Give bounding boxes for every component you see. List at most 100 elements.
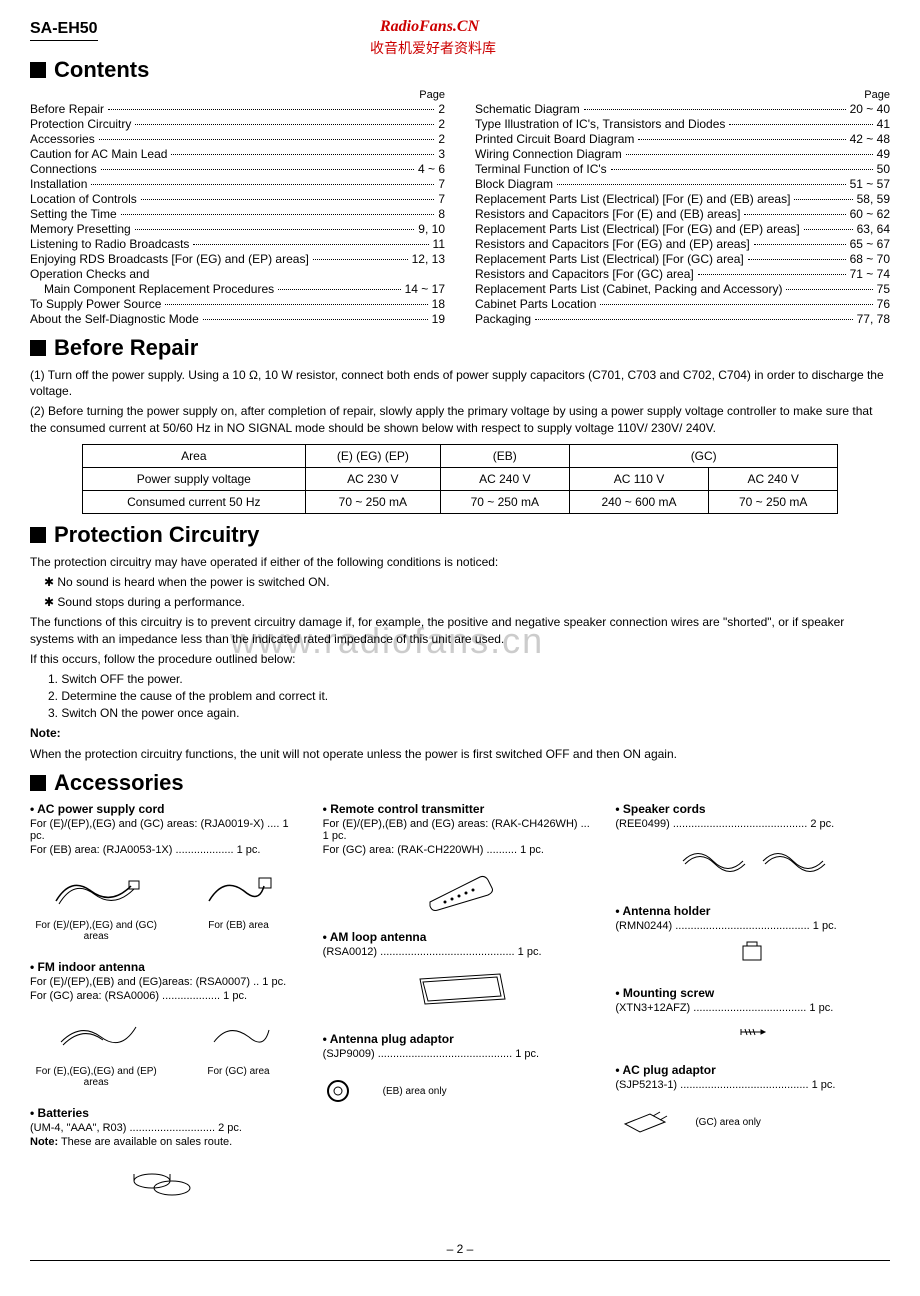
toc-row: Resistors and Capacitors [For (EG) and (… [475,237,890,251]
table-cell: AC 110 V [569,467,708,490]
toc-dots [748,259,846,260]
toc-row: Cabinet Parts Location76 [475,297,890,311]
toc-dots [278,289,401,290]
table-header: (GC) [569,444,837,467]
toc-page: 60 ~ 62 [850,207,890,221]
toc-row: Replacement Parts List (Cabinet, Packing… [475,282,890,296]
toc-row: Connections 4 ~ 6 [30,162,445,176]
toc-page: 18 [432,297,445,311]
toc-label: Resistors and Capacitors [For (E) and (E… [475,207,740,221]
toc-label: Wiring Connection Diagram [475,147,622,161]
toc-label: Replacement Parts List (Electrical) [For… [475,222,800,236]
acc-am-title: AM loop antenna [323,930,598,944]
toc-dots [91,184,434,185]
toc-label: To Supply Power Source [30,297,161,311]
acc-fm-cap2: For (GC) area [172,1066,304,1077]
toc-dots [754,244,846,245]
protection-s2: 2. Determine the cause of the problem an… [48,688,890,704]
toc-row: Main Component Replacement Procedures14 … [30,282,445,296]
toc-dots [535,319,853,320]
model-number: SA-EH50 [30,20,98,41]
toc-dots [557,184,846,185]
toc-dots [193,244,428,245]
toc-page: 41 [877,117,890,131]
toc-page: 20 ~ 40 [850,102,890,116]
toc-label: Protection Circuitry [30,117,131,131]
toc-dots [600,304,872,305]
protection-ifthis: If this occurs, follow the procedure out… [30,651,890,667]
heading-before-repair: Before Repair [30,335,890,361]
toc-row: Packaging77, 78 [475,312,890,326]
acc-am-l1: (RSA0012) ..............................… [323,946,598,958]
toc-page: 77, 78 [857,312,890,326]
toc-row: Resistors and Capacitors [For (GC) area]… [475,267,890,281]
toc-label: Setting the Time [30,207,117,221]
toc-label: Replacement Parts List (Electrical) [For… [475,252,744,266]
protection-note: When the protection circuitry functions,… [30,746,890,762]
heading-contents: Contents [30,57,890,83]
toc-label: Installation [30,177,87,191]
toc-page: 58, 59 [857,192,890,206]
toc-row: Location of Controls7 [30,192,445,206]
protection-intro: The protection circuitry may have operat… [30,554,890,570]
battery-icon [30,1154,305,1204]
toc-row: Type Illustration of IC's, Transistors a… [475,117,890,131]
protection-note-label: Note: [30,726,61,740]
toc-dots [99,139,435,140]
spec-table: Area(E) (EG) (EP)(EB)(GC) Power supply v… [82,444,839,514]
antenna-plug-icon: (EB) area only [323,1066,598,1116]
toc-page: 63, 64 [857,222,890,236]
heading-accessories: Accessories [30,770,890,796]
toc-page: 19 [432,312,445,326]
bottom-rule [30,1260,890,1261]
table-row: Consumed current 50 Hz70 ~ 250 mA70 ~ 25… [82,490,838,513]
toc-row: Replacement Parts List (Electrical) [For… [475,252,890,266]
acc-remote-title: Remote control transmitter [323,802,598,816]
acc-antplug-title: Antenna plug adaptor [323,1032,598,1046]
acc-fm-title: FM indoor antenna [30,960,305,974]
toc-dots [108,109,434,110]
acc-screw-l1: (XTN3+12AFZ) ...........................… [615,1002,890,1014]
toc-page: 4 ~ 6 [418,162,445,176]
toc-label: Listening to Radio Broadcasts [30,237,189,251]
toc-row: Printed Circuit Board Diagram 42 ~ 48 [475,132,890,146]
toc-page: 2 [438,102,445,116]
page-label-left: Page [30,89,445,101]
toc-dots [804,229,853,230]
toc-row: Accessories2 [30,132,445,146]
toc-row: About the Self-Diagnostic Mode19 [30,312,445,326]
toc-dots [638,139,845,140]
table-header: (EB) [440,444,569,467]
holder-icon [615,938,890,968]
acc-acplug-title: AC plug adaptor [615,1063,890,1077]
toc-label: Printed Circuit Board Diagram [475,132,634,146]
fm-antenna-gc-icon [172,1010,304,1060]
acc-fm-l2: For (GC) area: (RSA0006) ...............… [30,990,305,1002]
acc-ac-cord-cap2: For (EB) area [172,920,304,931]
toc-label: Resistors and Capacitors [For (GC) area] [475,267,694,281]
table-header: (E) (EG) (EP) [306,444,441,467]
toc-page: 42 ~ 48 [850,132,890,146]
toc-page: 7 [438,177,445,191]
toc-dots [135,124,434,125]
toc-row: Schematic Diagram20 ~ 40 [475,102,890,116]
toc-row: Caution for AC Main Lead3 [30,147,445,161]
watermark-cn: 收音机爱好者资料库 [370,38,496,58]
toc-page: 51 ~ 57 [850,177,890,191]
table-cell: Consumed current 50 Hz [82,490,305,513]
toc-dots [626,154,873,155]
toc-dots [794,199,852,200]
toc-label: Type Illustration of IC's, Transistors a… [475,117,725,131]
toc-page: 9, 10 [418,222,445,236]
toc-label: Cabinet Parts Location [475,297,596,311]
acc-ac-cord-l1: For (E)/(EP),(EG) and (GC) areas: (RJA00… [30,818,305,842]
toc-label: Resistors and Capacitors [For (EG) and (… [475,237,750,251]
toc-label: Connections [30,162,97,176]
table-cell: AC 230 V [306,467,441,490]
acc-batt-l1: (UM-4, "AAA", R03) .....................… [30,1122,305,1134]
protection-func: The functions of this circuitry is to pr… [30,614,890,646]
protection-c1: No sound is heard when the power is swit… [30,574,890,590]
acc-ac-cord-l2: For (EB) area: (RJA0053-1X) ............… [30,844,305,856]
toc-label: Operation Checks and [30,267,149,281]
toc-dots [698,274,846,275]
